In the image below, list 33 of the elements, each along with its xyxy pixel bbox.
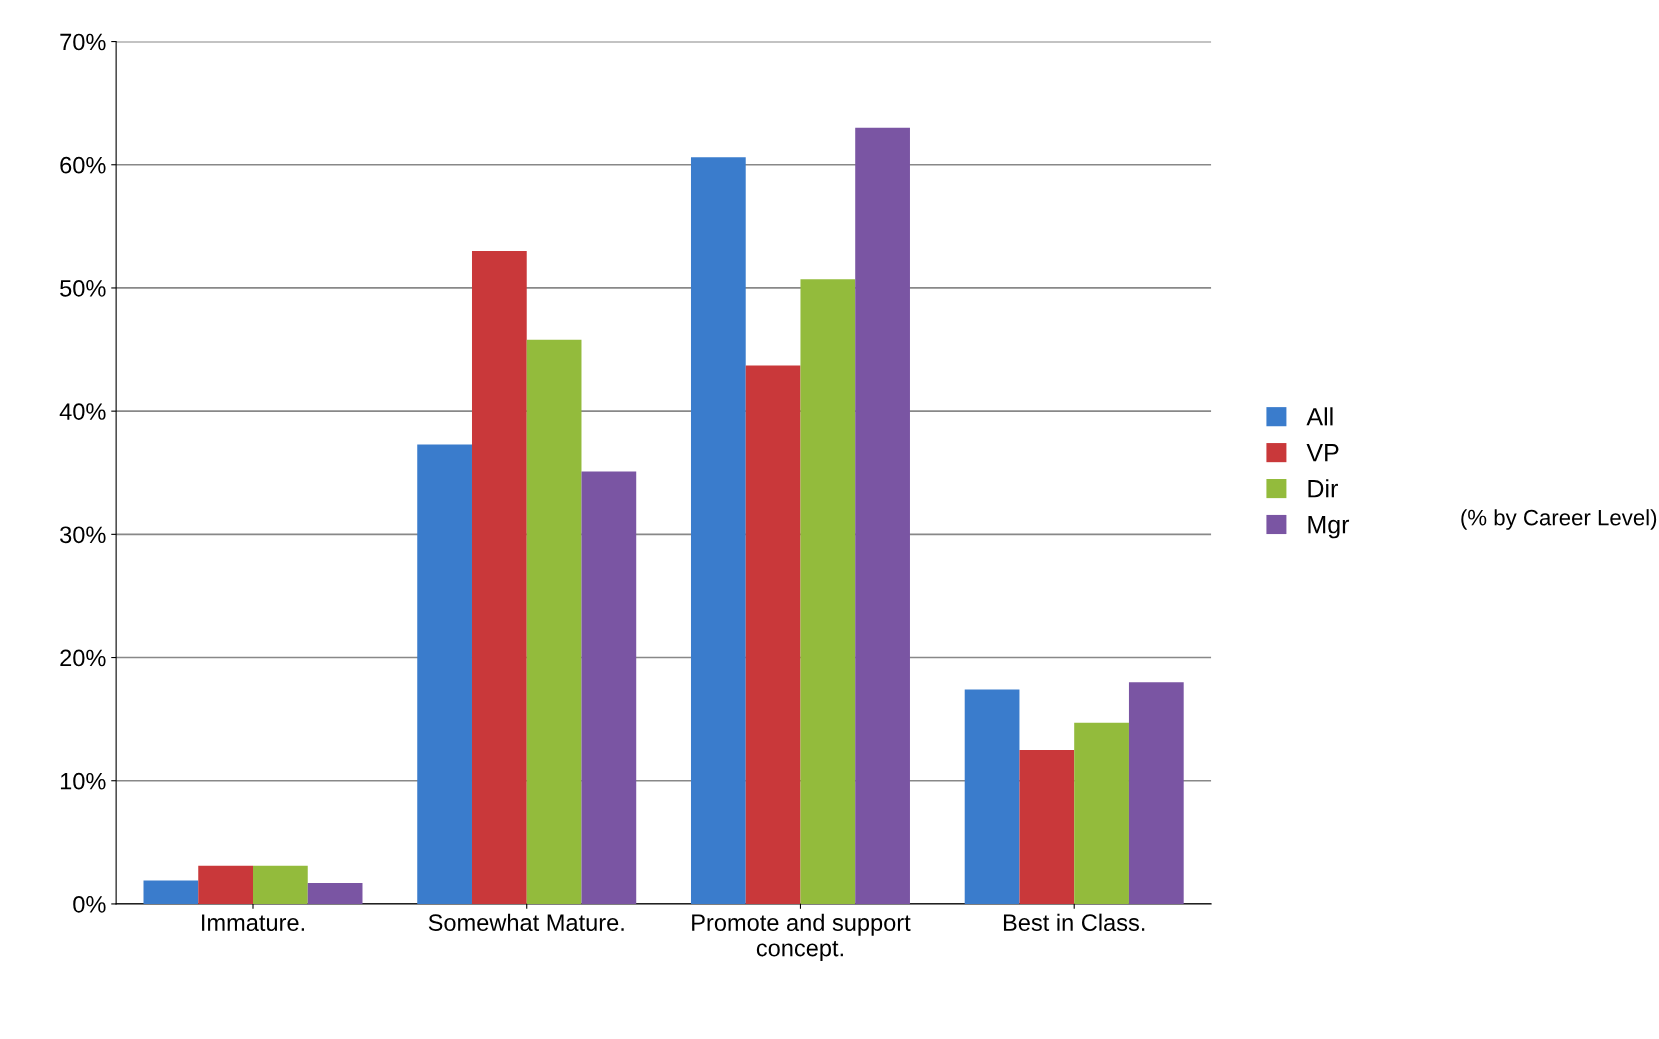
bar (581, 471, 637, 904)
y-tick-label: 10% (60, 772, 106, 790)
bar (745, 365, 801, 904)
bar (471, 250, 527, 904)
text: (% by Career Level) (1461, 509, 1657, 530)
y-tick-label: 50% (60, 280, 106, 297)
bar (526, 339, 582, 904)
bar (143, 880, 199, 904)
bar (253, 865, 308, 904)
bar (690, 157, 746, 904)
y-tick-label: 30% (60, 526, 106, 544)
bar (1019, 749, 1075, 904)
legend-label: Mgr (1308, 515, 1350, 539)
legend-label: Dir (1308, 479, 1338, 498)
y-tick-label: 40% (59, 403, 106, 420)
bar (800, 279, 856, 904)
y-tick-label: 20% (60, 649, 106, 667)
legend-label: VP (1306, 444, 1339, 462)
bar (855, 127, 910, 904)
bar (1128, 682, 1184, 904)
legend-label: All (1306, 407, 1333, 426)
bar (1074, 722, 1129, 904)
bar (198, 865, 253, 904)
y-tick-label: 70% (60, 33, 106, 51)
x-tick-label: Immature. (202, 914, 304, 931)
bar (964, 689, 1020, 904)
y-tick-label: 0% (73, 896, 106, 913)
x-tick-label: Promote and support concept. (692, 913, 911, 962)
x-tick-label: Somewhat Mature. (428, 913, 624, 931)
x-tick-label: Best in Class. (1003, 913, 1145, 931)
bar (307, 882, 363, 904)
y-tick-label: 60% (60, 156, 106, 174)
bar (417, 444, 472, 904)
